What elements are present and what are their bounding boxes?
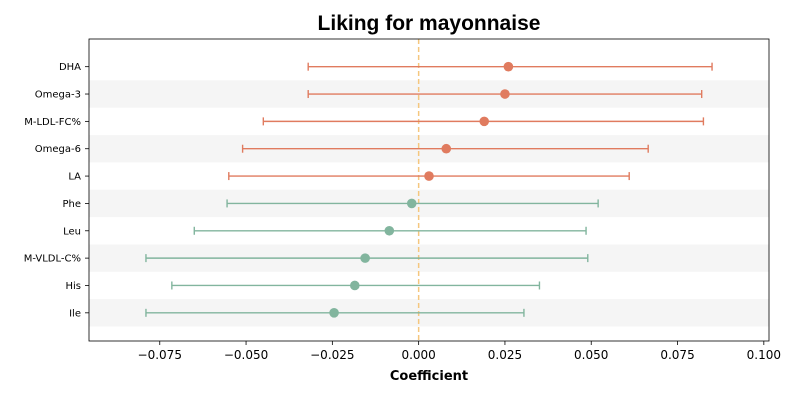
- forest-row-m-vldl-c-: [145, 253, 589, 263]
- coef-point: [441, 143, 452, 154]
- x-tick-label: −0.025: [310, 348, 354, 362]
- coef-point: [479, 116, 490, 127]
- x-tick-label: 0.075: [660, 348, 694, 362]
- y-tick-label: Ile: [69, 308, 81, 319]
- plot-frame: [88, 38, 770, 342]
- x-tick-label: 0.025: [488, 348, 522, 362]
- forest-row-omega-3: [307, 89, 703, 99]
- y-tick-label: His: [65, 281, 81, 292]
- y-tick-label: DHA: [59, 62, 81, 73]
- x-tick-label: 0.100: [747, 348, 781, 362]
- forest-row-ile: [145, 308, 525, 318]
- coef-point: [349, 280, 360, 291]
- y-tick-label: Phe: [62, 199, 81, 210]
- forest-row-leu: [193, 225, 587, 236]
- coef-point: [406, 198, 417, 209]
- x-tick-label: 0.000: [401, 348, 435, 362]
- forest-row-dha: [307, 61, 713, 72]
- x-tick-label: 0.050: [574, 348, 608, 362]
- plot-area: DHA Omega-3 M-LDL-FC% Omega-6 LA Phe Leu M-VLDL…: [24, 38, 781, 362]
- coef-point: [424, 171, 434, 181]
- coef-point: [360, 253, 370, 263]
- forest-row-la: [228, 171, 630, 181]
- coef-point: [329, 308, 339, 318]
- coef-point: [384, 225, 395, 236]
- x-axis-label: Coefficient: [390, 369, 468, 384]
- chart-title: Liking for mayonnaise: [318, 12, 541, 35]
- y-tick-label: Omega-6: [35, 144, 81, 155]
- x-tick-label: −0.075: [138, 348, 182, 362]
- y-tick-label: LA: [68, 172, 81, 183]
- forest-row-omega-6: [241, 143, 649, 154]
- x-tick-label: −0.050: [224, 348, 268, 362]
- forest-row-m-ldl-fc-: [262, 116, 705, 127]
- y-tick-label: M-LDL-FC%: [24, 117, 81, 128]
- forest-row-phe: [226, 198, 599, 209]
- y-tick-label: M-VLDL-C%: [24, 254, 81, 265]
- y-tick-label: Omega-3: [35, 90, 81, 101]
- y-tick-label: Leu: [63, 226, 81, 237]
- coef-point: [500, 89, 510, 99]
- forest-row-his: [171, 280, 541, 291]
- coef-point: [503, 61, 514, 72]
